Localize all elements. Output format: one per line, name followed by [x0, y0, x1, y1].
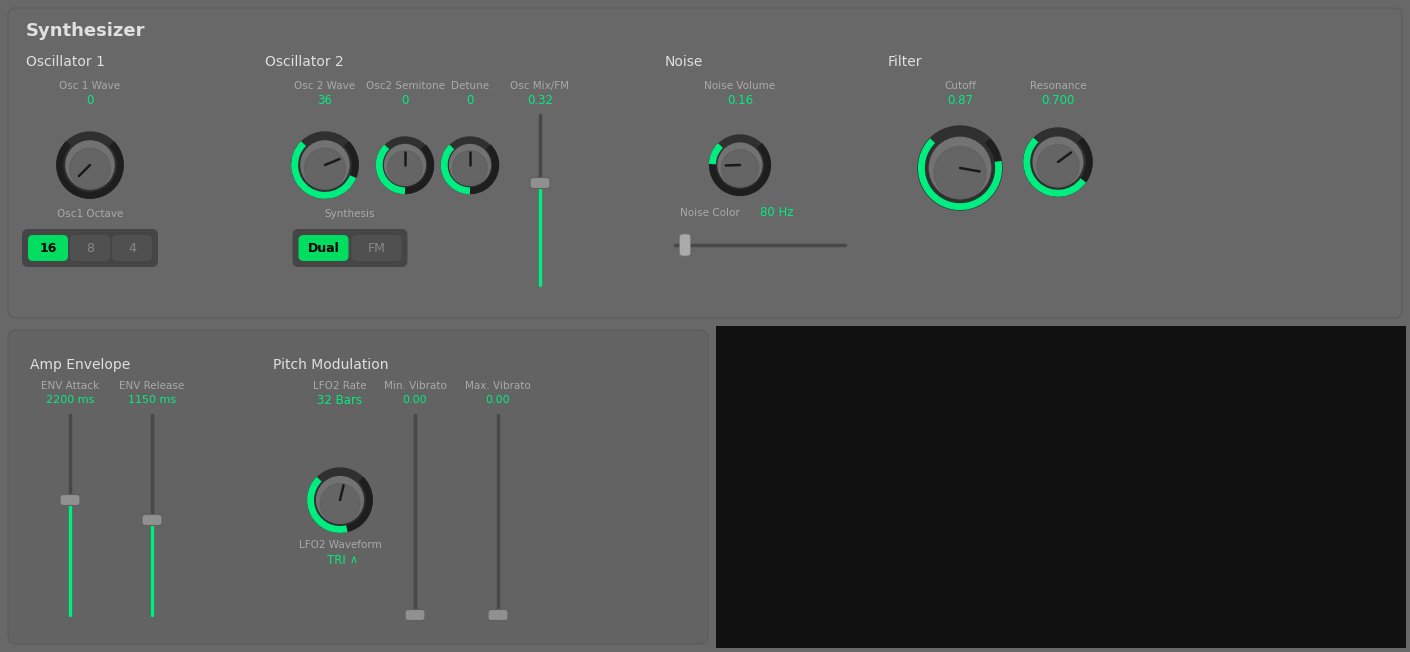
Text: 36: 36 [317, 93, 333, 106]
Text: 8: 8 [86, 241, 94, 254]
FancyBboxPatch shape [23, 229, 158, 267]
Text: 80 Hz: 80 Hz [760, 207, 794, 220]
FancyBboxPatch shape [530, 177, 550, 188]
Circle shape [317, 477, 364, 524]
Text: LFO2 Rate: LFO2 Rate [313, 381, 367, 391]
Circle shape [388, 151, 423, 185]
Circle shape [929, 138, 991, 199]
Text: Cutoff: Cutoff [945, 81, 976, 91]
Text: Osc 2 Wave: Osc 2 Wave [295, 81, 355, 91]
Circle shape [722, 150, 759, 187]
Text: Synthesis: Synthesis [324, 209, 375, 219]
Text: Resonance: Resonance [1029, 81, 1086, 91]
Circle shape [376, 137, 433, 193]
Text: Max. Vibrato: Max. Vibrato [465, 381, 532, 391]
Text: Osc1 Octave: Osc1 Octave [56, 209, 123, 219]
FancyBboxPatch shape [8, 8, 1402, 318]
Text: ENV Attack: ENV Attack [41, 381, 99, 391]
Circle shape [918, 126, 1003, 210]
Circle shape [305, 148, 345, 189]
Text: LFO2 Waveform: LFO2 Waveform [299, 540, 381, 550]
FancyBboxPatch shape [488, 610, 508, 621]
Text: ∧: ∧ [350, 555, 358, 565]
Circle shape [718, 143, 761, 187]
Text: 0.87: 0.87 [948, 93, 973, 106]
FancyBboxPatch shape [292, 229, 407, 267]
Text: Noise Color: Noise Color [680, 208, 740, 218]
Circle shape [1034, 137, 1083, 187]
Text: FM: FM [368, 241, 385, 254]
Text: 4: 4 [128, 241, 135, 254]
Circle shape [450, 145, 491, 185]
Text: 0: 0 [86, 93, 93, 106]
Circle shape [300, 141, 350, 189]
FancyBboxPatch shape [28, 235, 68, 261]
Text: 0.00: 0.00 [485, 395, 510, 405]
Text: Synthesizer: Synthesizer [25, 22, 145, 40]
Circle shape [292, 132, 358, 198]
FancyBboxPatch shape [299, 235, 348, 261]
Circle shape [1036, 145, 1079, 187]
Text: Dual: Dual [307, 241, 340, 254]
Circle shape [307, 468, 372, 532]
FancyBboxPatch shape [61, 494, 80, 505]
Circle shape [453, 151, 488, 185]
Text: Oscillator 2: Oscillator 2 [265, 55, 344, 69]
Text: 0.00: 0.00 [403, 395, 427, 405]
Text: Osc 1 Wave: Osc 1 Wave [59, 81, 121, 91]
Circle shape [320, 484, 360, 524]
Text: Noise Volume: Noise Volume [705, 81, 776, 91]
Text: 0.16: 0.16 [728, 93, 753, 106]
Text: Min. Vibrato: Min. Vibrato [384, 381, 447, 391]
Text: Amp Envelope: Amp Envelope [30, 358, 130, 372]
Text: 1150 ms: 1150 ms [128, 395, 176, 405]
Text: Osc2 Semitone: Osc2 Semitone [365, 81, 444, 91]
Text: Oscillator 1: Oscillator 1 [25, 55, 104, 69]
Text: Filter: Filter [888, 55, 922, 69]
FancyBboxPatch shape [680, 234, 691, 256]
Text: 16: 16 [39, 241, 56, 254]
Text: TRI: TRI [327, 554, 345, 567]
FancyBboxPatch shape [111, 235, 152, 261]
FancyBboxPatch shape [142, 514, 162, 526]
Circle shape [711, 135, 770, 195]
Circle shape [441, 137, 498, 193]
Text: 32 Bars: 32 Bars [317, 394, 362, 406]
Text: 2200 ms: 2200 ms [45, 395, 94, 405]
Text: Osc Mix/FM: Osc Mix/FM [510, 81, 570, 91]
Text: 0: 0 [467, 93, 474, 106]
Text: 0: 0 [402, 93, 409, 106]
FancyBboxPatch shape [70, 235, 110, 261]
Circle shape [56, 132, 123, 198]
Text: Pitch Modulation: Pitch Modulation [274, 358, 389, 372]
Text: 0.700: 0.700 [1042, 93, 1074, 106]
Circle shape [385, 145, 426, 185]
Text: 0.32: 0.32 [527, 93, 553, 106]
Text: Detune: Detune [451, 81, 489, 91]
Circle shape [69, 148, 110, 189]
Text: Noise: Noise [666, 55, 704, 69]
FancyBboxPatch shape [8, 330, 708, 644]
Circle shape [1024, 128, 1091, 196]
Text: ENV Release: ENV Release [120, 381, 185, 391]
Circle shape [933, 147, 986, 199]
FancyBboxPatch shape [351, 235, 402, 261]
Circle shape [66, 141, 114, 189]
Bar [716, 326, 1406, 648]
FancyBboxPatch shape [405, 610, 424, 621]
